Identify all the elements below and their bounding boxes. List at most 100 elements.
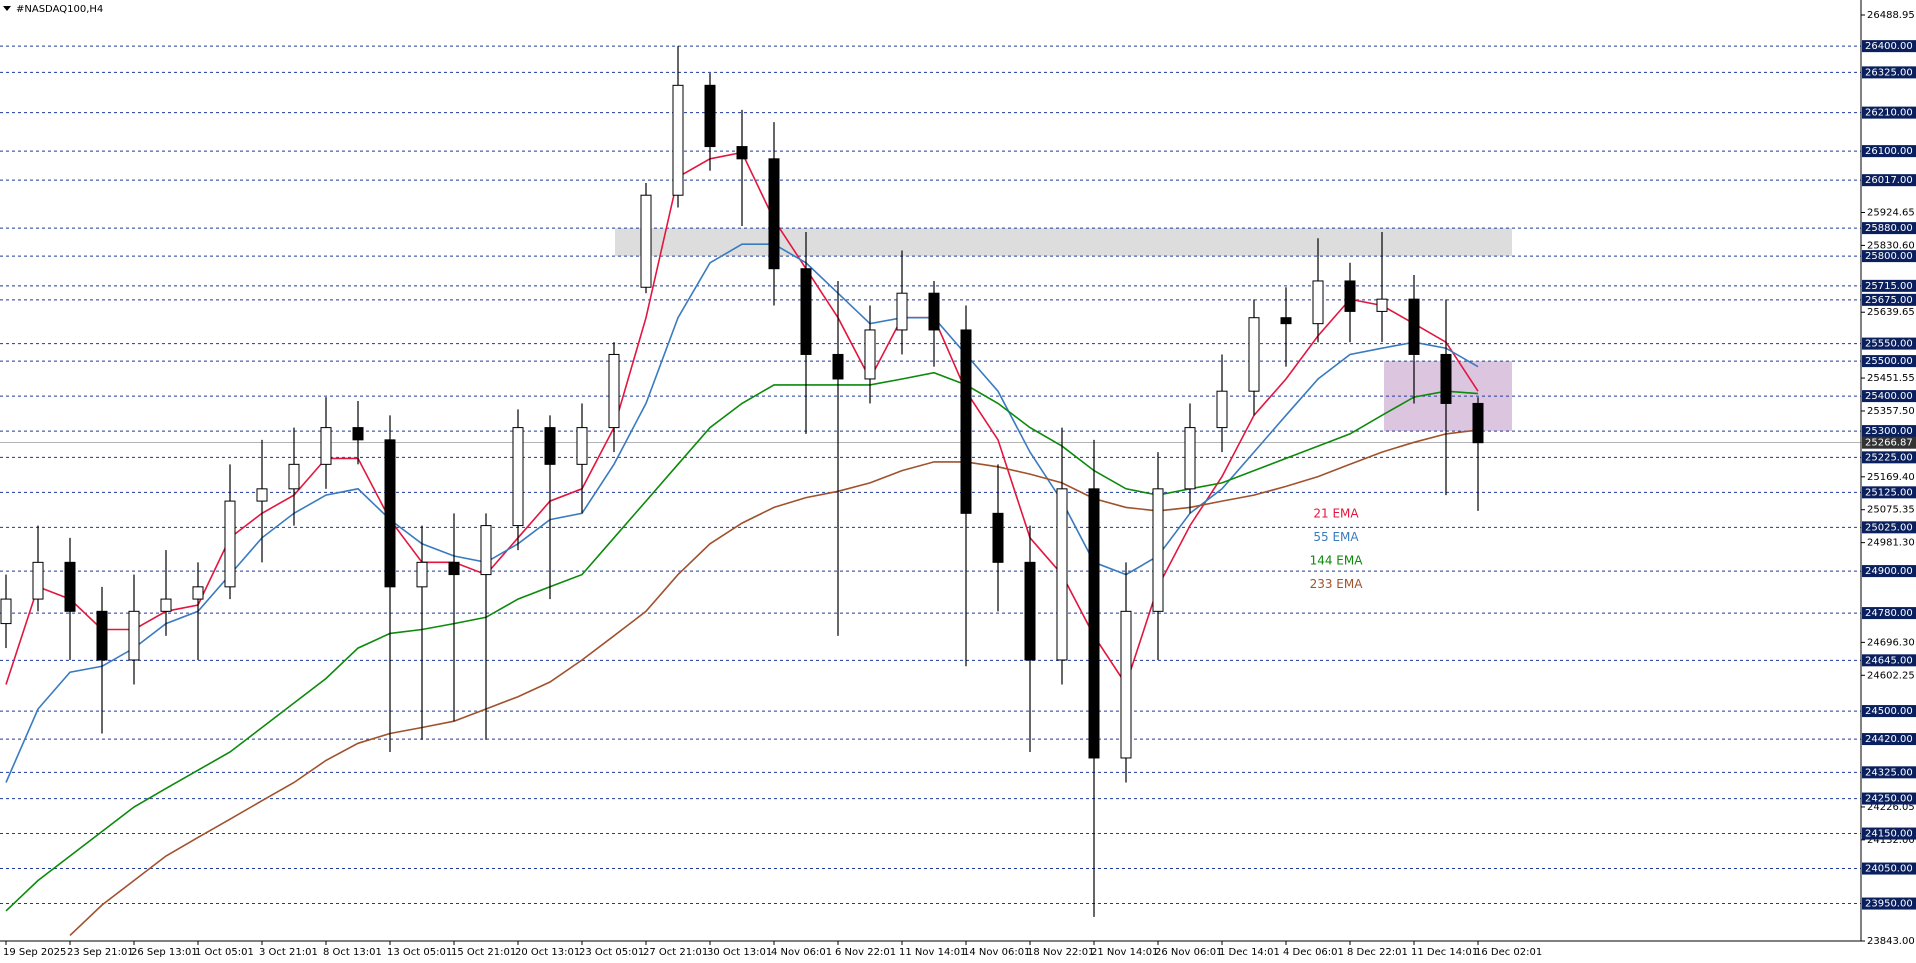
level-label-box [1862, 390, 1916, 403]
candle-body [1472, 402, 1484, 444]
x-tick-label: 18 Nov 22:01 [1027, 947, 1094, 958]
level-label-box [1862, 40, 1916, 53]
x-tick-label: 19 Sep 2025 [3, 947, 66, 958]
x-tick-label: 4 Nov 06:01 [771, 947, 832, 958]
level-label-text: 25880.00 [1865, 223, 1913, 234]
candle-body [928, 292, 940, 331]
level-label-text: 24250.00 [1865, 794, 1913, 805]
level-label-text: 26017.00 [1865, 175, 1913, 186]
level-label-text: 25125.00 [1865, 487, 1913, 498]
level-label: 25300.00 [1862, 425, 1916, 438]
x-tick-label: 11 Nov 14:01 [899, 947, 966, 958]
y-tick-label: 25357.50 [1867, 406, 1915, 417]
x-tick-label: 6 Nov 22:01 [835, 947, 896, 958]
x-tick-label: 30 Oct 13:01 [707, 947, 772, 958]
x-tick-label: 21 Nov 14:01 [1091, 947, 1158, 958]
menu-arrow[interactable] [3, 6, 11, 11]
candle-body [32, 561, 44, 600]
level-label-box [1862, 355, 1916, 368]
level-label-text: 25300.00 [1865, 426, 1913, 437]
x-tick-label: 1 Oct 05:01 [195, 947, 254, 958]
legend-label: 144 EMA [1310, 554, 1364, 568]
level-label: 25675.00 [1862, 293, 1916, 306]
y-tick-label: 24132.00 [1867, 835, 1915, 846]
candle-body [1120, 610, 1132, 759]
candle-body [192, 586, 204, 600]
candle-body [1024, 561, 1036, 661]
candle-body [896, 292, 908, 331]
candle-body [992, 512, 1004, 563]
x-tick-label: 20 Oct 13:01 [515, 947, 580, 958]
x-tick-label: 23 Oct 05:01 [579, 947, 644, 958]
candle-body [256, 488, 268, 502]
candle-body [512, 427, 524, 527]
candle-body [832, 353, 844, 380]
candle-body [128, 610, 140, 661]
candle-body [1184, 427, 1196, 490]
level-label-text: 24500.00 [1865, 706, 1913, 717]
candle-body [480, 525, 492, 576]
level-label-box [1862, 174, 1916, 187]
y-tick-label: 24602.25 [1867, 670, 1915, 681]
level-label: 26100.00 [1862, 145, 1916, 158]
level-label-text: 24325.00 [1865, 767, 1913, 778]
level-label-box [1862, 106, 1916, 119]
candle-body [1344, 280, 1356, 312]
ema-line [5, 243, 1479, 783]
level-label: 25550.00 [1862, 337, 1916, 350]
zone [615, 228, 1512, 257]
candle-body [384, 439, 396, 588]
level-label: 25500.00 [1862, 355, 1916, 368]
candle-body [960, 329, 972, 514]
y-tick-label: 25451.55 [1867, 373, 1915, 384]
y-tick-label: 24981.30 [1867, 538, 1915, 549]
candle-body [576, 427, 588, 465]
candle-body [320, 427, 332, 465]
level-label-text: 25400.00 [1865, 391, 1913, 402]
level-label-box [1862, 766, 1916, 779]
x-tick-label: 23 Sep 21:01 [67, 947, 134, 958]
candle-body [544, 427, 556, 465]
x-tick-label: 8 Dec 22:01 [1347, 947, 1408, 958]
level-label: 23950.00 [1862, 897, 1916, 910]
candle-body [96, 610, 108, 661]
candle-body [768, 158, 780, 270]
level-label: 25400.00 [1862, 390, 1916, 403]
level-label-box [1862, 654, 1916, 667]
candle-body [288, 463, 300, 490]
candle-body [1376, 298, 1388, 312]
x-tick-label: 26 Nov 06:01 [1155, 947, 1222, 958]
level-label-box [1862, 425, 1916, 438]
level-label-text: 26325.00 [1865, 67, 1913, 78]
level-label-box [1862, 279, 1916, 292]
candle-body [352, 427, 364, 441]
level-label-box [1862, 486, 1916, 499]
level-label-text: 26100.00 [1865, 146, 1913, 157]
level-label-box [1862, 733, 1916, 746]
level-label: 25025.00 [1862, 521, 1916, 534]
x-tick-label: 8 Oct 13:01 [323, 947, 382, 958]
level-label: 24645.00 [1862, 654, 1916, 667]
candles [0, 46, 1484, 917]
candle-body [736, 146, 748, 160]
level-label-text: 26210.00 [1865, 108, 1913, 119]
y-tick-label: 25075.35 [1867, 505, 1915, 516]
level-label-box [1862, 607, 1916, 620]
level-label-text: 25675.00 [1865, 295, 1913, 306]
candle-body [0, 598, 12, 625]
level-label: 24050.00 [1862, 862, 1916, 875]
y-tick-label: 24696.30 [1867, 637, 1915, 648]
y-tick-label: 25639.65 [1867, 307, 1915, 318]
candle-body [1248, 317, 1260, 392]
candle-body [416, 561, 428, 588]
candle-body [1408, 298, 1420, 355]
current-price-box [1862, 436, 1916, 449]
level-label-box [1862, 897, 1916, 910]
level-label-box [1862, 862, 1916, 875]
level-label-text: 25225.00 [1865, 452, 1913, 463]
level-label-box [1862, 66, 1916, 79]
x-tick-label: 4 Dec 06:01 [1283, 947, 1344, 958]
candle-body [1056, 488, 1068, 661]
level-label: 24420.00 [1862, 733, 1916, 746]
